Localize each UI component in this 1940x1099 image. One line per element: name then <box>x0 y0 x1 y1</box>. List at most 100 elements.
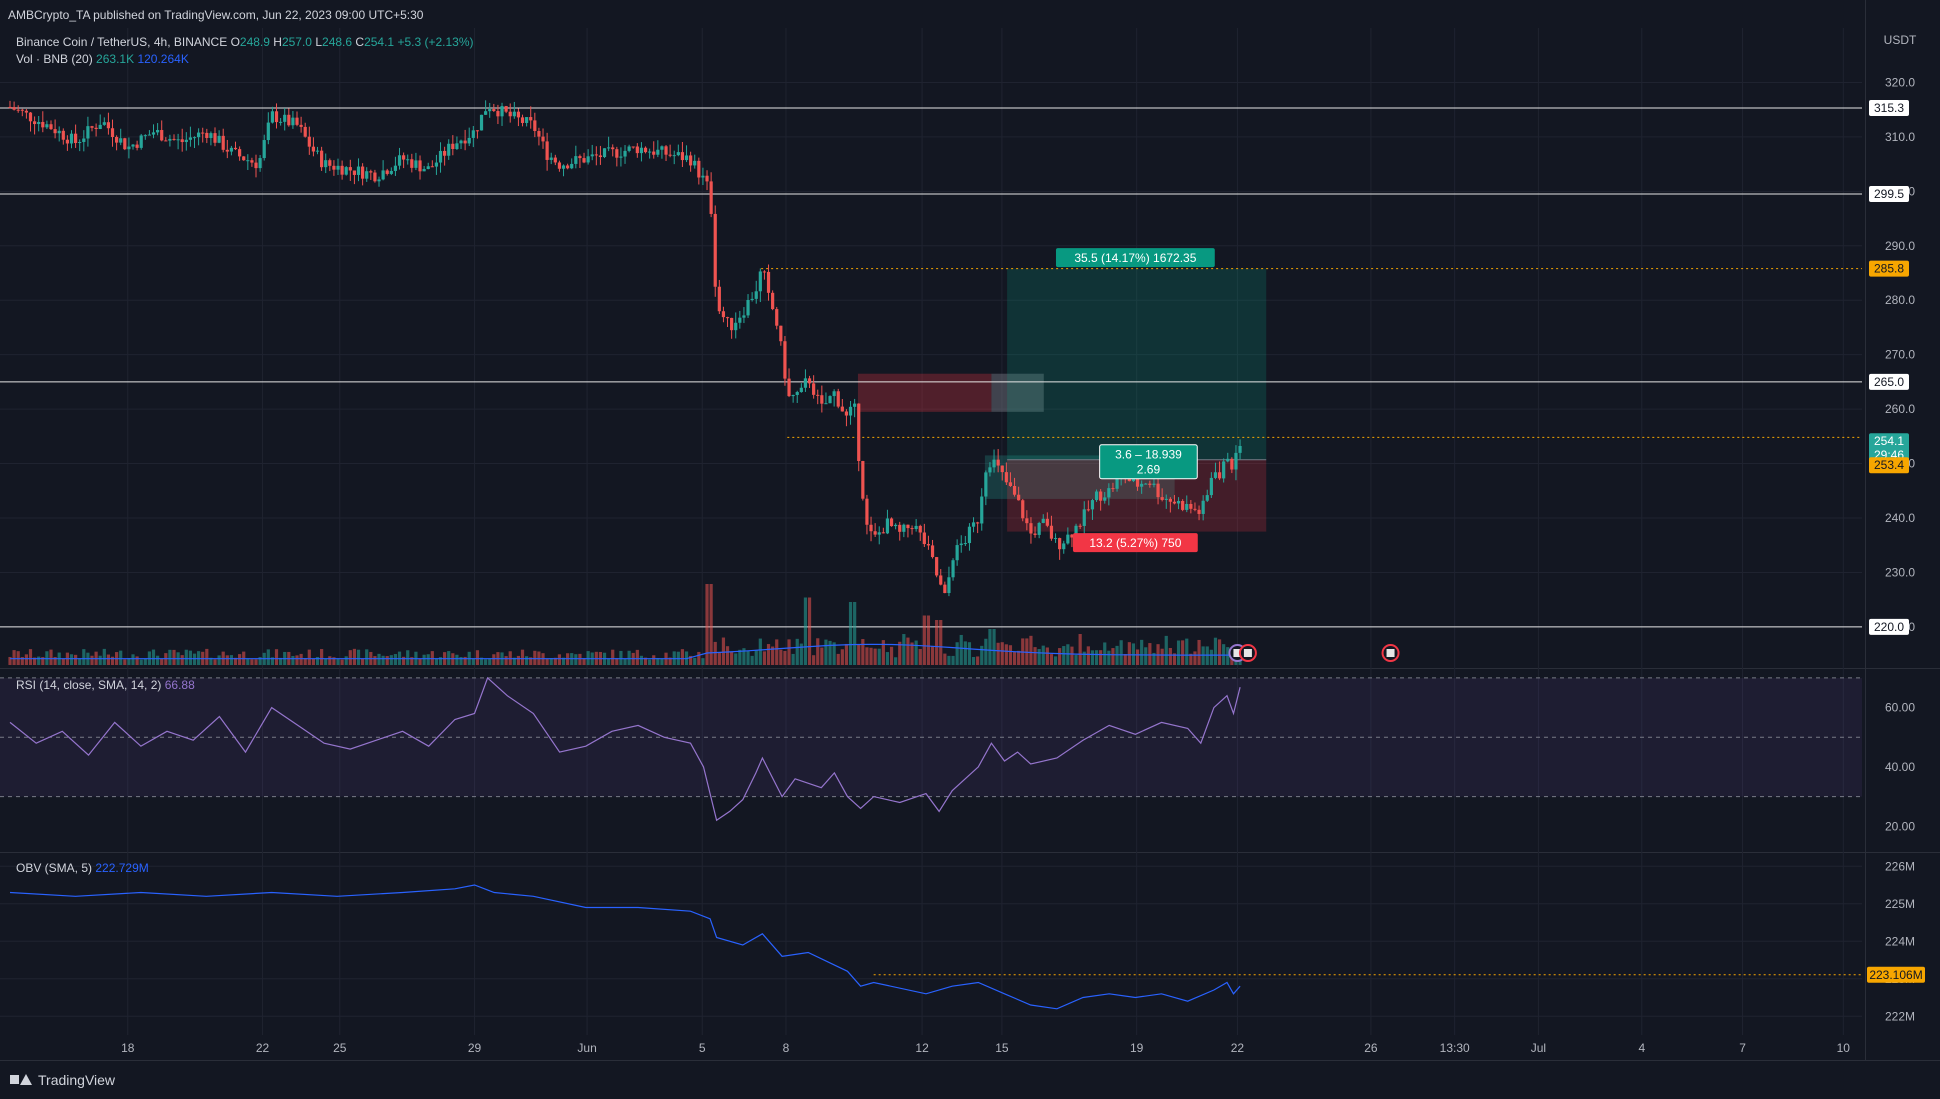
candle-body <box>430 166 434 168</box>
volume-bar <box>680 649 685 665</box>
candle-body <box>373 172 377 182</box>
candle-body <box>783 341 787 379</box>
candle-body <box>377 179 381 182</box>
obv-level-label: 223.106M <box>1869 968 1922 982</box>
volume-bar <box>1107 650 1111 665</box>
candle-body <box>721 311 726 318</box>
candle-body <box>1193 508 1197 510</box>
volume-bar <box>1099 650 1103 665</box>
price-label-299: 299.5 <box>1874 187 1904 201</box>
candle-body <box>143 135 147 137</box>
volume-bar <box>41 657 45 665</box>
volume-bar <box>438 657 443 665</box>
candle-body <box>1029 523 1033 534</box>
volume-bar <box>16 651 20 665</box>
volume-bar <box>250 659 254 665</box>
rsi-tick-label: 40.00 <box>1885 760 1915 774</box>
volume-bar <box>307 649 311 665</box>
candle-body <box>689 155 693 166</box>
volume-bar <box>455 654 459 665</box>
price-label-253: 253.4 <box>1874 458 1904 472</box>
candle-body <box>176 139 180 141</box>
volume-bar <box>225 655 229 665</box>
x-tick-label: Jul <box>1531 1041 1546 1055</box>
candle-body <box>779 325 783 342</box>
candle-body <box>598 155 603 158</box>
candle-body <box>151 132 156 135</box>
volume-bar <box>643 657 648 665</box>
candle-body <box>254 162 258 169</box>
candle-body <box>1238 445 1242 453</box>
volume-bar <box>955 642 959 665</box>
candle-body <box>12 107 16 110</box>
volume-bar <box>877 648 881 665</box>
volume-bar <box>324 659 328 665</box>
price-label-265-bg <box>1869 373 1909 390</box>
ohlc-change: +5.3 (+2.13%) <box>397 35 474 49</box>
candle-body <box>648 151 652 153</box>
position-rr-label: 2.69 <box>1137 463 1161 477</box>
candle-body <box>643 147 648 153</box>
volume-bar <box>935 620 939 665</box>
volume-bar <box>1168 648 1172 665</box>
volume-bar <box>922 615 926 665</box>
candle-body <box>512 111 516 117</box>
volume-bar <box>939 620 943 665</box>
candle-body <box>467 137 471 144</box>
volume-bar <box>914 640 918 665</box>
candle-body <box>980 496 984 524</box>
candle-body <box>853 403 857 407</box>
position-target-zone <box>1007 268 1267 460</box>
candle-body <box>627 146 631 151</box>
volume-bar <box>328 656 332 665</box>
bearish-order-block-zone <box>857 373 992 412</box>
obv-level-label-bg <box>1867 966 1925 983</box>
volume-bar <box>320 649 324 665</box>
candle-body <box>315 150 320 152</box>
candle-body <box>1226 458 1230 462</box>
volume-bar <box>1017 650 1021 665</box>
volume-bar <box>1160 648 1164 665</box>
candle-body <box>426 166 430 170</box>
volume-bar <box>967 642 972 665</box>
candle-body <box>840 406 844 412</box>
candle-body <box>475 130 480 132</box>
volume-bar <box>434 658 439 665</box>
candle-body <box>1004 472 1008 483</box>
obv-tick-label: 225M <box>1885 897 1915 911</box>
volume-bar <box>1053 656 1058 665</box>
volume-bar <box>783 650 787 665</box>
candle-body <box>619 156 623 158</box>
volume-bar <box>258 657 262 665</box>
ohlc-high: H257.0 <box>273 35 312 49</box>
candle-body <box>402 155 406 160</box>
volume-bar <box>344 656 348 665</box>
candle-body <box>894 524 898 527</box>
volume-bar <box>1193 651 1197 665</box>
candle-body <box>156 130 160 133</box>
position-stop-label-bg <box>1072 533 1198 553</box>
volume-bar <box>750 655 754 665</box>
volume-bar <box>705 584 709 665</box>
candle-body <box>725 317 730 319</box>
candle-body <box>561 165 566 169</box>
volume-bar <box>885 652 890 665</box>
candle-body <box>709 181 713 214</box>
obv-tick-label: 224M <box>1885 934 1915 948</box>
volume-bar <box>102 648 106 665</box>
tradingview-brand[interactable]: TradingView <box>10 1072 115 1088</box>
candle-body <box>1033 533 1037 535</box>
candle-body <box>496 111 500 117</box>
volume-bar <box>971 657 976 665</box>
candle-body <box>106 122 111 129</box>
candle-body <box>65 139 70 144</box>
volume-bar <box>1205 646 1209 665</box>
candle-body <box>61 130 65 140</box>
candle-body <box>381 170 385 180</box>
volume-bar <box>209 657 213 665</box>
volume-bar <box>758 638 762 665</box>
volume-bar <box>738 649 742 665</box>
candle-body <box>463 140 467 144</box>
candle-body <box>434 162 439 167</box>
